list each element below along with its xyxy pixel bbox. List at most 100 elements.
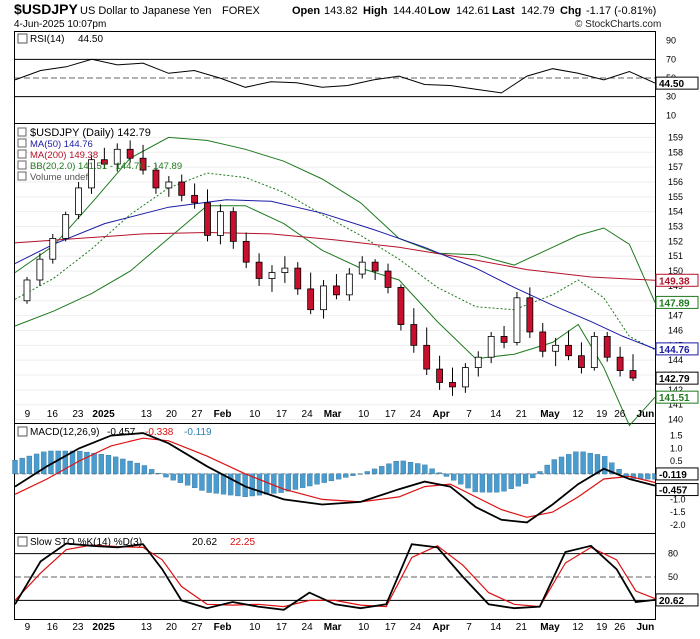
x-axis-label: May bbox=[540, 622, 560, 633]
x-axis-label: Mar bbox=[324, 622, 342, 633]
macd-histogram-bar bbox=[271, 473, 277, 494]
x-axis-label: 20 bbox=[166, 409, 178, 420]
sto-legend: Slow STO %K(14) %D(3) 20.62 22.25 bbox=[17, 536, 255, 548]
macd-histogram-bar bbox=[141, 465, 148, 475]
candle-body bbox=[139, 157, 147, 171]
macd-tag-1: -0.457 bbox=[659, 486, 688, 497]
x-axis-label: 23 bbox=[72, 622, 84, 633]
price-tag-149-38: 149.38 bbox=[659, 276, 690, 287]
macd-ytick-label: -1.5 bbox=[670, 507, 686, 517]
candle-body bbox=[49, 238, 57, 260]
x-axis-label: May bbox=[540, 409, 560, 420]
x-axis-label: 24 bbox=[302, 622, 314, 633]
candle-body bbox=[165, 181, 173, 189]
macd-legend: MACD(12,26,9) -0.457 -0.338 -0.119 bbox=[17, 426, 212, 438]
macd-histogram-bar bbox=[451, 473, 457, 481]
macd-histogram-bar bbox=[407, 462, 414, 475]
x-axis-label: 19 bbox=[596, 622, 608, 633]
macd-hist-value: -0.119 bbox=[184, 427, 212, 438]
sto-k-line bbox=[14, 542, 656, 611]
x-axis: 9 16 23 2025 13 20 27 Feb 10 17 24 Mar 10 17 24 Apr 7 14 2… bbox=[25, 409, 655, 633]
sto-ytick-label: 50 bbox=[668, 572, 678, 582]
sto-current-tag: 20.62 bbox=[659, 596, 684, 607]
macd-histogram-bar bbox=[177, 473, 184, 483]
macd-histogram-bar bbox=[69, 450, 76, 475]
price-legend-swatch bbox=[17, 127, 27, 137]
sto-legend-box bbox=[17, 536, 28, 547]
ma200-line bbox=[14, 231, 656, 281]
macd-line bbox=[14, 432, 656, 524]
macd-histogram-bar bbox=[587, 452, 593, 475]
rsi-legend-box bbox=[17, 33, 28, 44]
macd-histogram-bar bbox=[292, 473, 299, 490]
macd-histogram-bar bbox=[12, 459, 18, 475]
open-label: Open bbox=[292, 5, 320, 17]
macd-histogram-bar bbox=[494, 473, 500, 493]
price-tag-142-79-box bbox=[655, 371, 699, 385]
price-ytick-label: 157 bbox=[668, 162, 683, 172]
candle-body bbox=[307, 288, 315, 311]
x-axis-label: 16 bbox=[47, 622, 59, 633]
macd-histogram-bar bbox=[235, 473, 241, 497]
macd-histogram-bar bbox=[91, 452, 97, 475]
macd-histogram-bar bbox=[77, 450, 83, 475]
macd-histogram-bar bbox=[429, 468, 435, 475]
macd-histogram-bar bbox=[522, 473, 529, 484]
candle-body bbox=[371, 261, 379, 272]
macd-histogram-bar bbox=[249, 473, 255, 497]
macd-histogram-bar bbox=[350, 473, 356, 476]
candle-body bbox=[384, 270, 392, 288]
candle-body bbox=[410, 324, 418, 346]
x-axis-label: 20 bbox=[166, 622, 178, 633]
candle-body bbox=[423, 344, 431, 370]
candle-body bbox=[178, 181, 186, 196]
candle-body bbox=[255, 261, 263, 279]
macd-panel-frame bbox=[14, 423, 656, 534]
x-axis-label: 10 bbox=[249, 409, 261, 420]
candle-body bbox=[397, 287, 405, 325]
x-axis-label: Apr bbox=[432, 622, 449, 633]
macd-histogram-bar bbox=[623, 473, 629, 476]
macd-histogram-bar bbox=[113, 456, 119, 475]
macd-histogram-bar bbox=[343, 473, 349, 478]
macd-histogram-bar bbox=[314, 473, 320, 485]
x-axis-label: 17 bbox=[385, 622, 397, 633]
rsi-ytick-label: 70 bbox=[666, 54, 676, 64]
price-tag-149-38-box bbox=[655, 273, 699, 287]
candle-body bbox=[75, 187, 82, 216]
macd-histogram-bar bbox=[573, 451, 579, 475]
candle-body bbox=[333, 285, 340, 296]
price-ytick-label: 151 bbox=[668, 251, 683, 261]
rsi-ytick-label: 10 bbox=[666, 110, 676, 120]
candle-body bbox=[23, 279, 31, 302]
candle-body bbox=[268, 272, 276, 279]
price-panel: 1591581571561551541531521511501491481471… bbox=[14, 132, 699, 427]
candle-body bbox=[100, 159, 108, 165]
price-legend-entry: Volume undef bbox=[30, 172, 88, 183]
candle-body bbox=[603, 336, 611, 358]
price-tag-147-89: 147.89 bbox=[659, 298, 690, 309]
macd-histogram-bar bbox=[148, 469, 155, 475]
candle-body bbox=[358, 261, 366, 275]
macd-histogram-bar bbox=[400, 460, 406, 475]
x-axis-label: 26 bbox=[614, 622, 626, 633]
last-label: Last bbox=[492, 5, 515, 17]
price-ytick-label: 155 bbox=[668, 192, 683, 202]
macd-histogram-bar bbox=[479, 473, 486, 493]
macd-histogram-bar bbox=[328, 473, 335, 482]
price-ytick-label: 147 bbox=[668, 311, 683, 321]
sto-label: Slow STO %K(14) %D(3) bbox=[30, 537, 142, 548]
price-ytick-label: 159 bbox=[668, 132, 683, 142]
candle-body bbox=[320, 285, 327, 311]
macd-histogram-bar bbox=[127, 460, 133, 475]
macd-histogram-bar bbox=[551, 459, 557, 475]
x-axis-label: 10 bbox=[358, 622, 370, 633]
candle-body bbox=[62, 214, 70, 239]
x-axis-label: Mar bbox=[324, 409, 342, 420]
candle-body bbox=[281, 267, 289, 273]
price-legend-swatch bbox=[17, 149, 27, 159]
macd-histogram-bar bbox=[594, 454, 601, 475]
macd-signal-value: -0.338 bbox=[145, 427, 174, 438]
